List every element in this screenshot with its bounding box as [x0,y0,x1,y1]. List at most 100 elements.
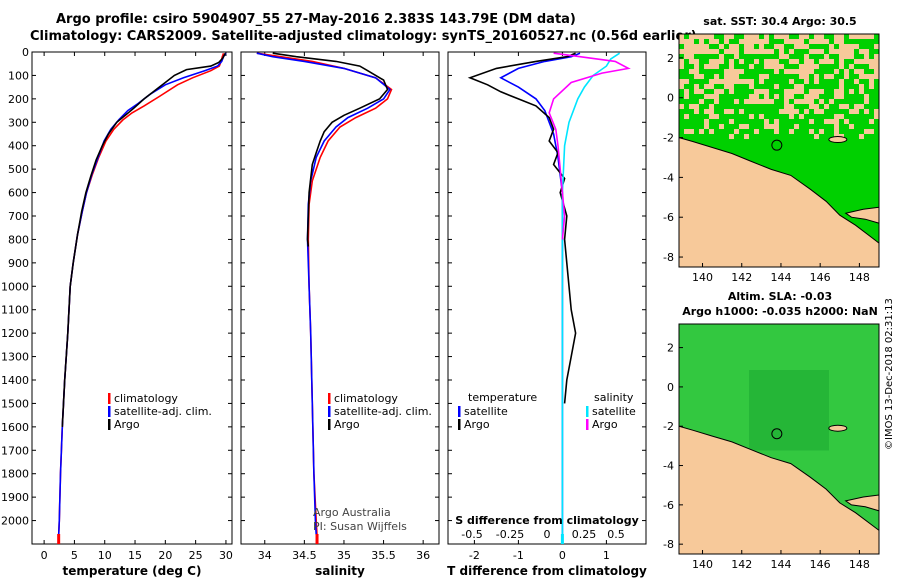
legend-swatch [108,393,111,404]
map-x-tick-label: 148 [849,558,870,571]
y-tick-label: 1400 [1,374,29,387]
sst-cloud-cell [814,34,819,39]
sst-cloud-cell [824,39,829,44]
sst-cloud-cell [694,34,699,39]
sst-cloud-cell [769,124,774,129]
x-tick-label: -2 [469,549,480,562]
sst-cloud-cell [709,79,714,84]
legend-entry: satellite-adj. clim. [114,405,212,418]
sst-cloud-cell [804,94,809,99]
x-tick-label: 25 [189,549,203,562]
sst-cloud-cell [794,109,799,114]
sst-cloud-cell [834,89,839,94]
sst-cloud-cell [819,39,824,44]
legend-swatch [328,406,331,417]
y-tick-label: 0 [22,46,29,59]
sst-cloud-cell [719,54,724,59]
sst-cloud-cell [709,84,714,89]
sst-cloud-cell [749,114,754,119]
sst-cloud-cell [809,119,814,124]
sst-cloud-cell [819,99,824,104]
sst-cloud-cell [684,94,689,99]
sst-cloud-cell [794,124,799,129]
sst-cloud-cell [734,69,739,74]
sst-cloud-cell [794,89,799,94]
sst-cloud-cell [839,54,844,59]
title-line-1: Argo profile: csiro 5904907_55 27-May-20… [56,12,576,27]
sst-cloud-cell [814,134,819,139]
sst-cloud-cell [714,99,719,104]
sst-cloud-cell [839,84,844,89]
sst-cloud-cell [749,44,754,49]
x-tick-label: 34.5 [292,549,317,562]
sst-cloud-cell [704,49,709,54]
legend-entry: Argo [334,418,360,431]
sst-cloud-cell [689,54,694,59]
sst-cloud-cell [704,44,709,49]
sst-cloud-cell [774,84,779,89]
sst-cloud-cell [694,59,699,64]
title-line-2: Climatology: CARS2009. Satellite-adjuste… [30,29,697,44]
sst-cloud-cell [874,54,879,59]
sst-cloud-cell [859,134,864,139]
sst-cloud-cell [699,99,704,104]
x-tick-label: 15 [128,549,142,562]
sst-cloud-cell [764,39,769,44]
legend-swatch [586,419,589,430]
sst-cloud-cell [684,49,689,54]
sst-cloud-cell [844,49,849,54]
series-line-argo [272,52,389,247]
sst-cloud-cell [764,119,769,124]
sst-cloud-cell [804,69,809,74]
sst-cloud-cell [689,129,694,134]
sst-cloud-cell [789,114,794,119]
sst-cloud-cell [839,89,844,94]
x-tick-label: 0 [559,549,566,562]
sst-cloud-cell [694,64,699,69]
sst-map-title: sat. SST: 30.4 Argo: 30.5 [703,15,857,28]
sst-cloud-cell [724,79,729,84]
sst-cloud-cell [694,49,699,54]
sst-cloud-cell [739,69,744,74]
sst-cloud-cell [749,94,754,99]
sst-cloud-cell [799,69,804,74]
sst-cloud-cell [709,39,714,44]
map-y-tick-label: -4 [663,460,674,473]
y-tick-label: 1200 [1,327,29,340]
sst-cloud-cell [814,79,819,84]
y-tick-label: 200 [8,93,29,106]
map-x-tick-label: 142 [731,271,752,284]
sst-cloud-cell [699,129,704,134]
sst-cloud-cell [839,64,844,69]
sst-cloud-cell [724,109,729,114]
sst-cloud-cell [679,59,684,64]
sst-cloud-cell [779,49,784,54]
legend-entry: satellite [464,405,508,418]
sst-cloud-cell [734,79,739,84]
sst-cloud-cell [819,49,824,54]
sst-cloud-cell [834,129,839,134]
salinity-xlabel: salinity [315,564,365,578]
sst-cloud-cell [684,44,689,49]
sla-map-title: Altim. SLA: -0.03 [727,290,833,303]
sst-cloud-cell [809,59,814,64]
sst-cloud-cell [679,39,684,44]
sst-cloud-cell [804,79,809,84]
sst-cloud-cell [874,69,879,74]
map-x-tick-label: 140 [692,271,713,284]
sst-cloud-cell [854,69,859,74]
sst-cloud-cell [854,109,859,114]
sst-cloud-cell [864,99,869,104]
sst-cloud-cell [789,109,794,114]
sst-cloud-cell [729,79,734,84]
sst-cloud-cell [804,64,809,69]
y-tick-label: 2000 [1,515,29,528]
salinity-series [256,52,393,535]
sst-cloud-cell [799,89,804,94]
sst-cloud-cell [839,94,844,99]
sst_map-float-marker [771,139,783,151]
sst-cloud-cell [864,74,869,79]
sst-cloud-cell [724,39,729,44]
x-tick-label: 30 [219,549,233,562]
